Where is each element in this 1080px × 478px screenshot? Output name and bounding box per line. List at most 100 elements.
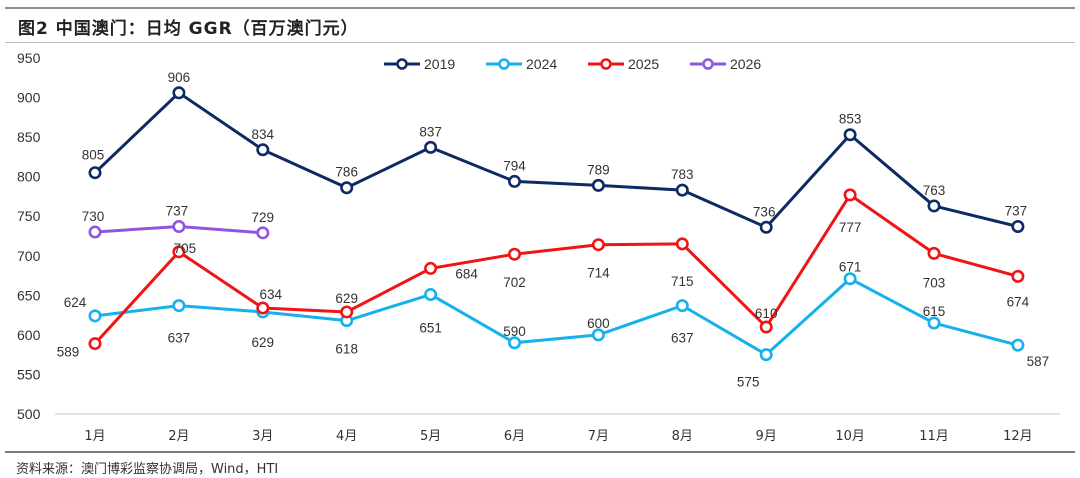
y-tick-label: 750 [17,208,41,224]
data-point [843,128,857,142]
legend-label: 2024 [526,56,557,72]
data-point [172,220,186,234]
data-label: 589 [57,345,80,360]
x-tick-label: 2月 [168,429,189,444]
data-label: 703 [923,275,946,290]
legend-item-2024: 2024 [486,56,557,72]
data-label: 794 [503,158,526,173]
x-tick-label: 3月 [252,429,273,444]
legend-circle-marker [396,58,408,70]
data-label: 624 [64,295,87,310]
data-label: 715 [671,274,694,289]
data-label: 684 [455,266,478,281]
x-tick-label: 10月 [835,429,865,444]
y-tick-label: 800 [17,169,41,185]
data-point [591,178,605,192]
data-point [759,320,773,334]
data-point [843,272,857,286]
bottom-rule [5,451,1075,453]
data-label: 651 [419,321,442,336]
data-label: 777 [839,220,862,235]
y-tick-label: 500 [17,406,41,422]
data-point [256,226,270,240]
legend-item-2026: 2026 [690,56,761,72]
data-point [1011,269,1025,283]
data-label: 737 [1005,204,1028,219]
x-axis: 1月 2月 3月 4月 5月 6月 7月 8月 9月 10月 11月 12月 [84,429,1032,444]
data-point [675,183,689,197]
data-point [88,166,102,180]
data-point [424,261,438,275]
data-point [340,305,354,319]
data-label: 674 [1007,294,1030,309]
y-tick-label: 650 [17,287,41,303]
data-labels: 624 637 629 618 651 590 600 637 575 671 615 587 589 7… [57,70,1049,390]
data-point [675,299,689,313]
data-label: 702 [503,275,526,290]
x-tick-label: 11月 [919,429,949,444]
data-label: 853 [839,112,862,127]
data-point [172,299,186,313]
x-tick-label: 1月 [84,429,105,444]
y-tick-label: 950 [17,50,41,66]
series-line [94,277,1019,357]
top-rule [5,7,1075,9]
line-chart: 500 550 600 650 700 750 800 850 900 950 1月 2月 3月 4月 5… [17,50,1060,444]
y-tick-label: 900 [17,90,41,106]
data-label: 629 [252,335,275,350]
data-label: 906 [168,70,191,85]
data-label: 834 [252,127,275,142]
data-point [256,301,270,315]
figure-title: 图2 中国澳门：日均 GGR（百万澳门元） [18,19,359,39]
legend-circle-marker [702,58,714,70]
data-label: 587 [1027,354,1050,369]
data-point [256,143,270,157]
data-label: 618 [335,342,358,357]
x-tick-label: 8月 [672,429,693,444]
legend-item-2019: 2019 [384,56,455,72]
data-point [507,174,521,188]
data-point [1011,338,1025,352]
data-label: 736 [753,204,776,219]
data-label: 730 [82,209,105,224]
data-label: 729 [252,210,275,225]
y-axis: 500 550 600 650 700 750 800 850 900 950 [17,50,41,422]
data-point [88,309,102,323]
data-point [591,238,605,252]
data-point [1011,220,1025,234]
legend-label: 2026 [730,56,761,72]
x-tick-label: 12月 [1003,429,1033,444]
data-label: 671 [839,260,862,275]
y-tick-label: 850 [17,129,41,145]
data-point [88,225,102,239]
x-tick-label: 5月 [420,429,441,444]
data-label: 634 [260,287,283,302]
data-label: 789 [587,162,610,177]
series-layer [88,86,1025,362]
data-label: 590 [503,324,526,339]
data-label: 637 [168,331,191,346]
y-tick-label: 600 [17,327,41,343]
data-point [88,337,102,351]
data-point [507,336,521,350]
data-point [340,181,354,195]
data-point [675,237,689,251]
x-tick-label: 6月 [504,429,525,444]
data-label: 763 [923,183,946,198]
data-point [843,188,857,202]
series-2024 [88,272,1025,362]
series-line [93,91,1019,229]
data-label: 705 [174,241,197,256]
data-point [927,246,941,260]
y-tick-label: 700 [17,248,41,264]
data-point [927,199,941,213]
legend-circle-marker [600,58,612,70]
data-point [759,220,773,234]
legend-label: 2025 [628,56,659,72]
data-label: 637 [671,331,694,346]
data-label: 615 [923,304,946,319]
legend-item-2025: 2025 [588,56,659,72]
data-label: 610 [755,306,778,321]
x-tick-label: 9月 [756,429,777,444]
x-tick-label: 7月 [588,429,609,444]
